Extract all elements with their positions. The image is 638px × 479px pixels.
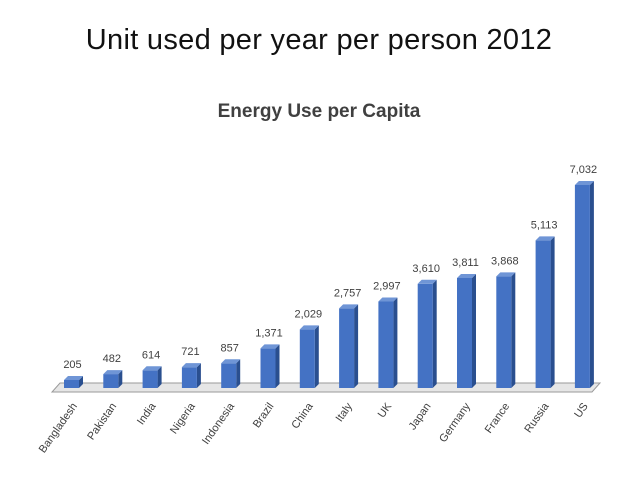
bar-nigeria (181, 363, 201, 388)
bar-china (299, 325, 319, 388)
value-label: 2,997 (373, 280, 401, 292)
value-label: 3,868 (491, 255, 519, 267)
category-label: Bangladesh (37, 401, 80, 455)
bar-india (142, 366, 162, 388)
value-label: 7,032 (570, 164, 598, 176)
category-label: US (572, 401, 591, 420)
bar-us (574, 181, 594, 388)
value-label: 3,811 (452, 257, 479, 269)
category-label: China (289, 400, 316, 431)
bar-brazil (260, 344, 280, 388)
bar-germany (457, 273, 476, 388)
category-label: Italy (334, 400, 356, 424)
chart-floor (50, 382, 602, 393)
value-label: 5,113 (531, 219, 558, 231)
value-label: 857 (221, 342, 239, 354)
category-label: India (135, 400, 159, 427)
slide-title: Unit used per year per person 2012 (85, 24, 553, 56)
value-label: 2,029 (295, 308, 323, 320)
value-label: 614 (142, 349, 160, 361)
category-label: Brazil (251, 401, 277, 430)
category-label: Pakistan (85, 401, 119, 442)
category-label: Japan (407, 401, 434, 432)
value-label: 205 (63, 359, 81, 371)
value-label: 721 (181, 346, 199, 358)
value-label: 3,610 (412, 263, 440, 275)
bar-bangladesh (64, 376, 83, 388)
bar-japan (417, 279, 437, 388)
bar-france (496, 272, 516, 388)
chart-title: Energy Use per Capita (217, 101, 421, 122)
bar-indonesia (221, 359, 241, 388)
value-label: 1,371 (255, 327, 283, 339)
category-label: Nigeria (168, 400, 198, 436)
bar-russia (535, 236, 555, 388)
bar-pakistan (103, 370, 123, 388)
value-label: 2,757 (334, 287, 362, 299)
category-label: Indonesia (200, 400, 238, 447)
category-label: UK (376, 400, 395, 420)
bar-italy (339, 304, 359, 388)
category-label: France (483, 401, 512, 436)
category-label: Russia (522, 400, 552, 435)
value-label: 482 (103, 353, 121, 365)
category-label: Germany (437, 400, 473, 444)
bar-uk (378, 297, 398, 388)
